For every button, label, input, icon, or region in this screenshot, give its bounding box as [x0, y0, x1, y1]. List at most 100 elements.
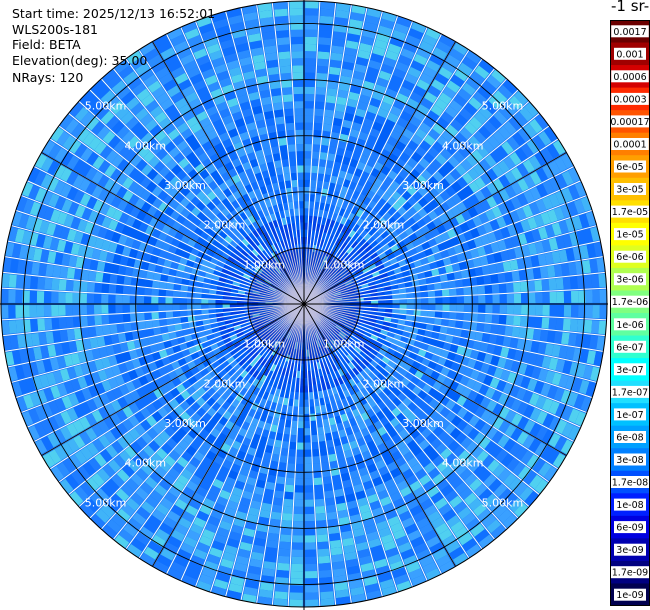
range-gate — [325, 102, 335, 111]
range-gate — [289, 592, 303, 600]
range-gate — [334, 336, 342, 344]
range-gate — [444, 334, 454, 343]
range-gate — [373, 386, 383, 395]
range-gate — [340, 314, 349, 318]
range-gate — [334, 246, 341, 254]
range-gate — [29, 305, 38, 318]
range-gate — [289, 599, 303, 607]
range-gate — [411, 180, 422, 191]
range-gate — [472, 381, 483, 393]
range-gate — [398, 54, 412, 66]
range-gate — [144, 320, 153, 329]
range-gate — [391, 313, 400, 319]
range-gate — [321, 329, 327, 337]
ray-12 — [305, 59, 494, 302]
range-gate — [478, 534, 494, 549]
range-gate — [579, 349, 589, 363]
range-gate — [101, 315, 110, 325]
range-gate — [366, 259, 375, 267]
range-gate — [330, 52, 343, 62]
range-gate — [370, 267, 379, 274]
range-gate — [428, 387, 438, 398]
range-gate — [391, 164, 402, 175]
range-gate — [528, 438, 542, 453]
range-gate — [510, 235, 521, 247]
range-gate — [523, 256, 533, 269]
range-gate — [343, 210, 351, 219]
range-gate — [332, 263, 340, 270]
ray-13 — [305, 69, 506, 302]
range-gate — [548, 317, 557, 330]
range-gate — [360, 229, 368, 238]
range-gate — [407, 140, 419, 151]
range-gate — [311, 165, 318, 174]
range-gate — [310, 266, 314, 274]
range-gate — [360, 35, 374, 46]
range-gate — [378, 239, 387, 248]
range-gate — [364, 393, 373, 403]
range-gate — [336, 2, 351, 12]
range-gate — [391, 147, 403, 158]
range-gate — [349, 351, 357, 359]
range-gate — [417, 272, 426, 280]
range-gate — [319, 448, 328, 456]
range-gate — [323, 483, 333, 492]
range-gate — [449, 380, 460, 391]
range-gate — [366, 158, 377, 168]
range-gate — [411, 21, 427, 34]
range-gate — [530, 255, 540, 267]
range-gate — [117, 333, 127, 343]
range-gate — [554, 157, 568, 172]
range-gate — [72, 292, 80, 304]
range-gate — [497, 393, 509, 406]
range-gate — [565, 248, 575, 262]
range-gate — [364, 205, 373, 215]
range-gate — [304, 535, 316, 543]
ray-19 — [306, 139, 566, 303]
range-gate — [490, 150, 503, 163]
range-gate — [424, 248, 434, 257]
range-gate — [430, 228, 440, 238]
range-gate — [387, 136, 398, 147]
range-gate — [568, 408, 580, 424]
range-gate — [508, 477, 523, 492]
range-gate — [304, 478, 313, 486]
range-gate — [554, 264, 563, 277]
range-gate — [463, 230, 474, 241]
range-gate — [377, 373, 386, 382]
range-gate — [439, 178, 451, 190]
range-gate — [458, 62, 473, 76]
range-gate — [363, 331, 372, 338]
range-gate — [440, 281, 449, 289]
range-gate — [336, 323, 344, 329]
range-gate — [583, 228, 594, 243]
range-gate — [432, 141, 444, 153]
range-gate — [415, 451, 427, 462]
range-gate — [387, 43, 402, 55]
range-gate — [562, 360, 573, 374]
range-gate — [304, 229, 308, 237]
range-gate — [400, 48, 415, 60]
range-gate — [382, 211, 392, 221]
range-gate — [304, 528, 316, 536]
range-gate — [349, 249, 357, 257]
range-gate — [524, 491, 539, 506]
range-gate — [320, 8, 334, 17]
range-gate — [529, 407, 542, 422]
range-gate — [567, 392, 579, 407]
range-gate — [439, 202, 450, 213]
range-gate — [416, 218, 426, 229]
range-gate — [508, 116, 523, 131]
range-gate — [366, 341, 375, 349]
range-gate — [344, 47, 358, 57]
range-gate — [440, 366, 450, 377]
range-gate — [322, 123, 332, 132]
range-gate — [532, 329, 542, 341]
range-gate — [380, 329, 389, 336]
range-gate — [173, 317, 182, 325]
range-gate — [455, 320, 464, 329]
range-gate — [399, 293, 407, 299]
range-gate — [570, 305, 579, 318]
range-gate — [418, 278, 427, 286]
range-gate — [345, 320, 354, 326]
